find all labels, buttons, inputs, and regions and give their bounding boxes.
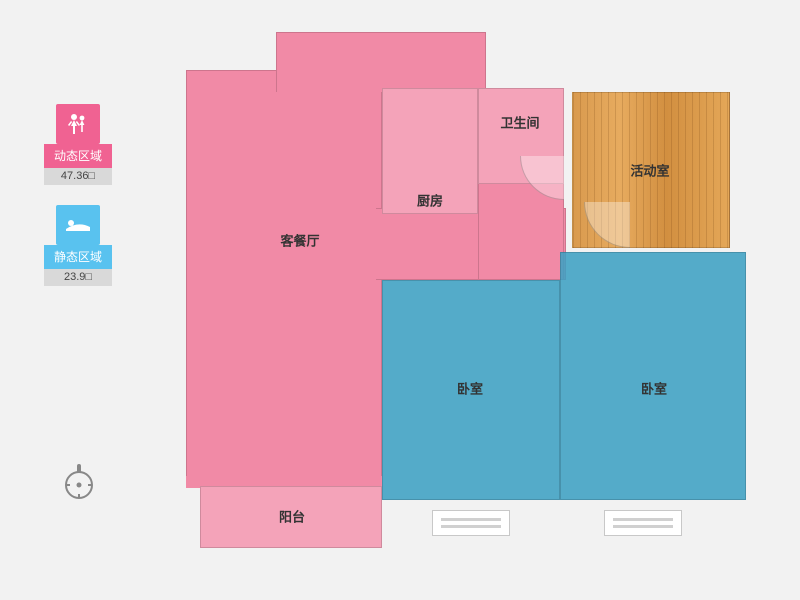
label-bed-b: 卧室 [641,379,667,398]
label-bathroom: 卫生间 [500,113,539,132]
legend: 动态区域 47.36□ 静态区域 23.9□ [44,104,112,306]
compass-icon [58,460,100,502]
legend-dynamic: 动态区域 47.36□ [44,104,112,185]
people-icon [56,104,100,144]
room-living-top [276,32,486,92]
legend-static-title: 静态区域 [44,245,112,269]
sleep-icon [56,205,100,245]
vent-a [432,510,510,536]
legend-static: 静态区域 23.9□ [44,205,112,286]
room-passage [478,184,564,280]
legend-static-value: 23.9□ [44,269,112,286]
label-activity: 活动室 [630,161,669,180]
people-glyph-icon [65,112,91,136]
label-kitchen: 厨房 [417,191,443,210]
legend-dynamic-value: 47.36□ [44,168,112,185]
sleep-glyph-icon [64,215,92,235]
label-living: 客餐厅 [280,231,319,250]
label-bed-a: 卧室 [457,379,483,398]
floorplan-canvas: 客餐厅 厨房 卫生间 阳台 活动室 卧室 卧室 动态区域 47. [0,0,800,600]
label-balcony: 阳台 [279,507,305,526]
legend-dynamic-title: 动态区域 [44,144,112,168]
vent-b [604,510,682,536]
room-bedroom-b [560,252,746,500]
room-living-main [186,70,382,480]
